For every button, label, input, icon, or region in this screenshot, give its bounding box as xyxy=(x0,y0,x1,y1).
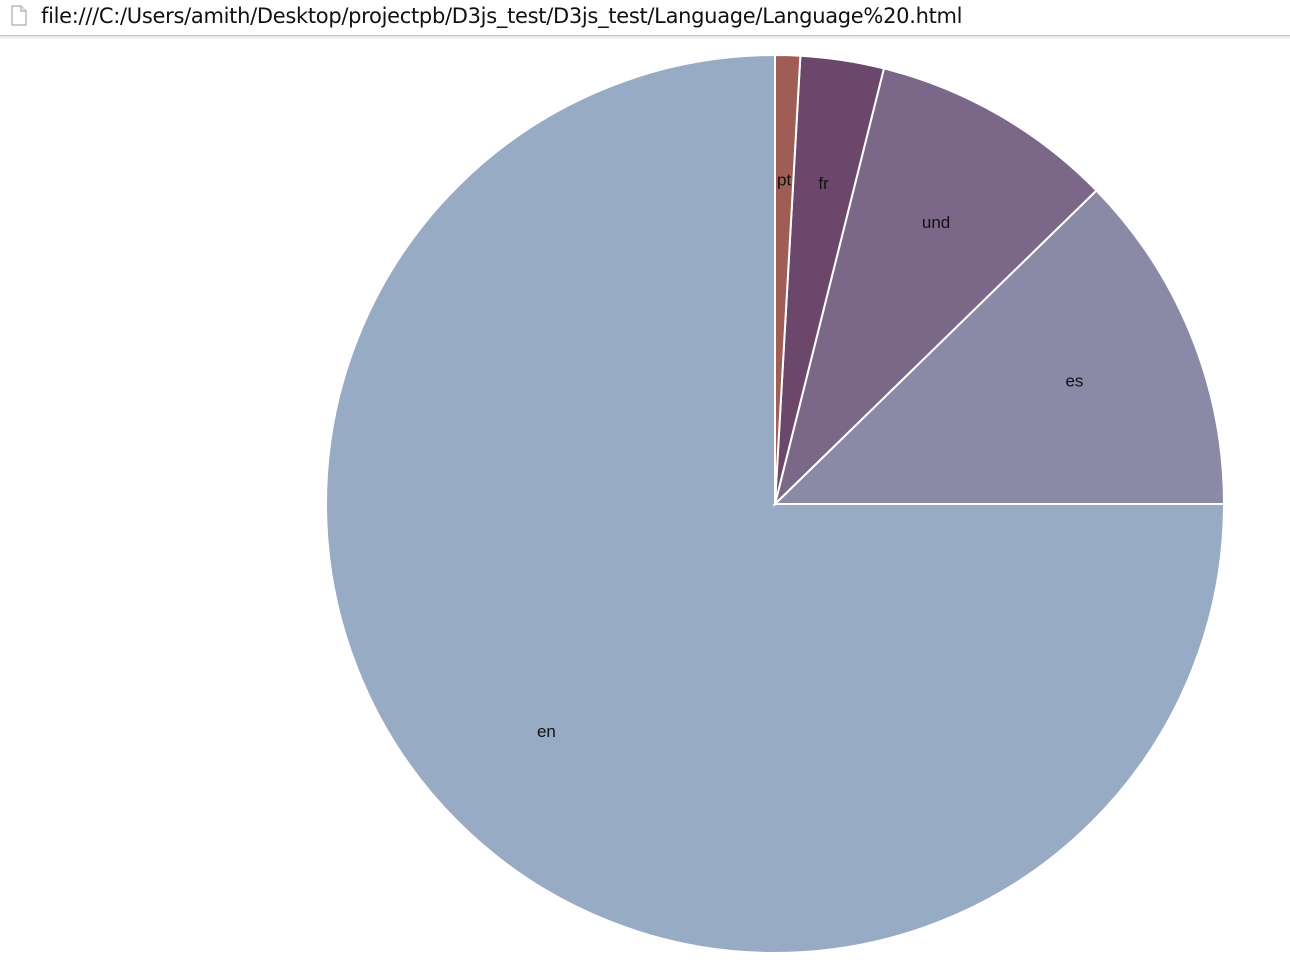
url-text[interactable]: file:///C:/Users/amith/Desktop/projectpb… xyxy=(41,4,963,28)
pie-slices xyxy=(325,53,1226,954)
pie-chart: en es und fr pt xyxy=(325,53,1226,954)
document-icon xyxy=(11,5,27,26)
pie-label-es: es xyxy=(1065,372,1083,391)
pie-slice-und xyxy=(773,67,1098,508)
pie-slice-es xyxy=(772,189,1226,505)
pie-labels: en es und fr pt xyxy=(537,170,1083,741)
pie-label-pt: pt xyxy=(777,170,791,189)
address-bar[interactable]: file:///C:/Users/amith/Desktop/projectpb… xyxy=(0,0,1290,36)
pie-label-und: und xyxy=(922,213,950,232)
pie-slice-pt xyxy=(774,53,802,505)
chart-area: en es und fr pt xyxy=(0,36,1290,971)
pie-label-fr: fr xyxy=(818,174,829,193)
pie-label-en: en xyxy=(537,722,556,741)
